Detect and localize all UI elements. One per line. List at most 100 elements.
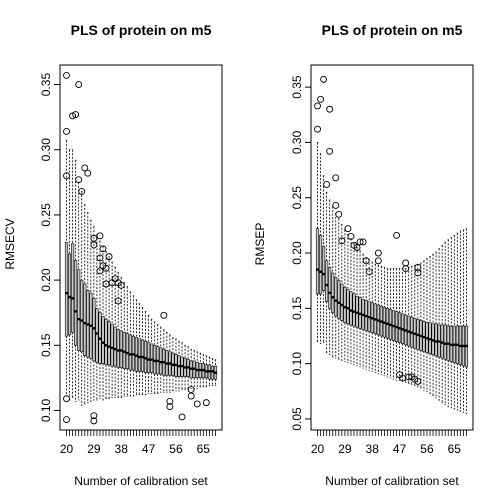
rmsecv-outlier-6 xyxy=(72,111,80,118)
rmsecv-outlier-28 xyxy=(114,297,122,305)
rmsep-x-axis: 20 29 38 47 56 65 xyxy=(311,430,467,456)
rmsep-outlier-6 xyxy=(326,147,334,155)
rmsep-y-tick-label-6: 0.35 xyxy=(290,75,304,99)
rmsep-y-tick-label-2: 0.15 xyxy=(290,296,304,320)
rmsecv-box-24 xyxy=(77,269,81,351)
rmsecv-box-21 xyxy=(67,253,72,336)
rmsecv-outlier-33 xyxy=(187,386,195,394)
rmsep-outlier-12 xyxy=(347,232,355,240)
rmsecv-box-43 xyxy=(134,337,139,372)
rmsep-outlier-11 xyxy=(344,225,352,233)
rmsecv-box-42 xyxy=(131,335,135,371)
rmsecv-outlier-19 xyxy=(96,267,104,275)
rmsecv-box-23 xyxy=(74,260,78,346)
rmsecv-outlier-12 xyxy=(90,234,98,242)
rmsep-outlier-8 xyxy=(332,202,340,209)
rmsecv-x-axis-label: Number of calibration set xyxy=(74,474,208,488)
rmsecv-outlier-15 xyxy=(90,417,98,425)
rmsecv-box-47 xyxy=(147,342,151,373)
rmsecv-y-axis-label: RMSECV xyxy=(3,218,17,269)
rmsecv-x-tick-label-4: 56 xyxy=(169,442,183,456)
rmsep-x-tick-label-3: 47 xyxy=(393,442,407,456)
rmsep-box-26 xyxy=(334,277,338,317)
rmsep-x-tick-label-0: 20 xyxy=(311,442,325,456)
rmsecv-y-tick-label-5: 0.35 xyxy=(39,73,53,97)
rmsep-box-23 xyxy=(325,260,329,302)
rmsep-y-tick-label-3: 0.20 xyxy=(290,241,304,265)
rmsep-outlier-25 xyxy=(402,265,410,272)
rmsep-outlier-4 xyxy=(323,181,331,188)
rmsep-box-32 xyxy=(352,293,356,327)
rmsecv-outlier-5 xyxy=(69,112,77,120)
rmsep-outlier-21 xyxy=(393,231,401,239)
rmsecv-box-36 xyxy=(113,326,117,367)
rmsecv-y-tick-label-2: 0.20 xyxy=(39,268,53,292)
rmsep-y-tick-label-5: 0.30 xyxy=(290,130,304,154)
rmsecv-outlier-4 xyxy=(63,395,70,403)
rmsep-outlier-29 xyxy=(414,263,422,271)
rmsecv-box-30 xyxy=(95,308,99,363)
rmsep-outlier-16 xyxy=(359,238,367,246)
rmsep-y-tick-label-4: 0.25 xyxy=(290,186,304,210)
rmsep-y-axis-label: RMSEP xyxy=(253,223,267,266)
rmsep-outlier-9 xyxy=(335,210,343,218)
rmsecv-outlier-27 xyxy=(117,281,125,289)
rmsecv-box-39 xyxy=(122,331,126,370)
rmsep-box-62 xyxy=(443,324,447,360)
rmsecv-box-32 xyxy=(101,316,105,364)
rmsep-box-28 xyxy=(340,283,344,321)
rmsecv-box-44 xyxy=(137,338,142,372)
rmsep-box-27 xyxy=(337,280,341,319)
rmsecv-box-25 xyxy=(80,279,84,353)
rmsecv-outlier-35 xyxy=(193,400,201,408)
rmsecv-plot-frame xyxy=(59,64,223,431)
rmsecv-box-40 xyxy=(125,333,129,370)
rmsecv-box-46 xyxy=(143,341,148,373)
rmsecv-box-26 xyxy=(83,283,87,356)
rmsecv-outlier-30 xyxy=(166,397,174,405)
rmsep-box-59 xyxy=(434,323,438,357)
rmsecv-outlier-14 xyxy=(90,412,98,420)
rmsecv-x-tick-label-3: 47 xyxy=(142,442,156,456)
rmsecv-outlier-10 xyxy=(81,164,89,172)
rmsecv-outlier-34 xyxy=(187,392,195,400)
rmsep-box-25 xyxy=(331,272,335,314)
rmsecv-outlier-13 xyxy=(90,241,98,249)
rmsecv-box-38 xyxy=(119,330,123,368)
rmsecv-outlier-9 xyxy=(78,187,86,195)
rmsep-box-21 xyxy=(318,235,323,295)
rmsep-box-29 xyxy=(343,287,347,324)
rmsep-outlier-18 xyxy=(365,268,373,276)
rmsep-outlier-26 xyxy=(405,373,413,381)
rmsep-box-30 xyxy=(346,289,350,325)
rmsecv-x-tick-label-5: 65 xyxy=(197,442,211,456)
rmsep-outlier-24 xyxy=(402,259,410,267)
rmsecv-box-49 xyxy=(153,344,157,375)
rmsecv-y-tick-label-4: 0.30 xyxy=(39,138,53,162)
rmsecv-chart-title: PLS of protein on m5 xyxy=(71,22,212,38)
rmsecv-box-37 xyxy=(116,329,120,368)
rmsep-box-24 xyxy=(328,267,332,309)
rmsep-x-tick-label-2: 38 xyxy=(366,442,380,456)
rmsecv-outlier-21 xyxy=(99,262,107,270)
rmsecv-box-34 xyxy=(107,321,111,366)
rmsep-x-axis-label: Number of calibration set xyxy=(325,474,459,488)
rmsep-outlier-1 xyxy=(314,102,321,110)
rmsep-outlier-20 xyxy=(374,257,382,265)
rmsecv-box-48 xyxy=(150,343,154,373)
rmsecv-x-tick-label-0: 20 xyxy=(60,442,74,456)
rmsecv-outlier-11 xyxy=(84,169,92,177)
rmsecv-y-tick-label-3: 0.25 xyxy=(39,203,53,227)
rmsep-outlier-7 xyxy=(332,174,340,182)
rmsecv-box-29 xyxy=(92,298,96,362)
rmsecv-outlier-31 xyxy=(166,403,174,410)
rmsecv-marks xyxy=(63,71,218,425)
rmsep-chart-title: PLS of protein on m5 xyxy=(322,22,463,38)
rmsecv-box-33 xyxy=(104,318,108,366)
rmsep-marks xyxy=(314,75,469,414)
rmsep-outlier-14 xyxy=(353,244,361,251)
rmsecv-outlier-18 xyxy=(96,254,104,262)
rmsecv-outlier-0 xyxy=(63,71,70,79)
rmsecv-box-22 xyxy=(71,243,75,333)
rmsecv-outlier-32 xyxy=(178,413,186,421)
